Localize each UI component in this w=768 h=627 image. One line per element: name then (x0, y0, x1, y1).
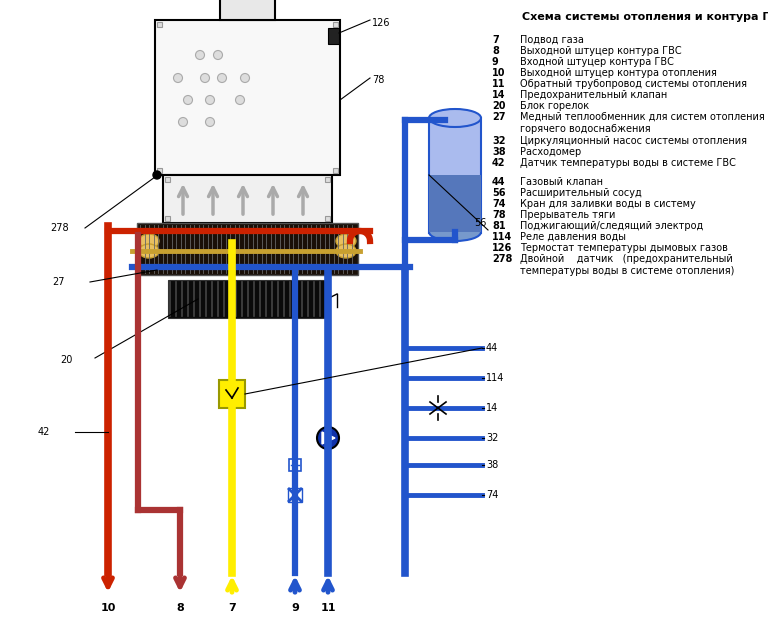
Text: 44: 44 (492, 177, 505, 187)
Ellipse shape (429, 109, 481, 127)
Text: 20: 20 (492, 101, 505, 111)
Text: Предохранительный клапан: Предохранительный клапан (520, 90, 667, 100)
Bar (333, 22, 338, 27)
Bar (157, 22, 162, 27)
Bar (157, 168, 162, 173)
Text: 7: 7 (492, 35, 498, 45)
Text: 8: 8 (492, 46, 499, 56)
Text: 38: 38 (486, 460, 498, 470)
Circle shape (236, 95, 244, 105)
Polygon shape (322, 432, 335, 444)
Circle shape (184, 95, 193, 105)
Text: 44: 44 (486, 343, 498, 353)
Text: Подвод газа: Подвод газа (520, 35, 584, 45)
Ellipse shape (336, 244, 356, 258)
Text: 20: 20 (60, 355, 72, 365)
Bar (168, 280, 327, 318)
Text: 10: 10 (101, 603, 116, 613)
Text: 278: 278 (492, 254, 512, 264)
Circle shape (317, 427, 339, 449)
Text: 11: 11 (492, 79, 505, 89)
Circle shape (153, 171, 161, 179)
Text: 126: 126 (492, 243, 512, 253)
Circle shape (214, 51, 223, 60)
Text: 56: 56 (492, 188, 505, 198)
Text: 74: 74 (492, 199, 505, 209)
Text: 9: 9 (291, 603, 299, 613)
Circle shape (174, 73, 183, 83)
Text: 32: 32 (492, 136, 505, 146)
Text: Двойной    датчик   (предохранительный
температуры воды в системе отопления): Двойной датчик (предохранительный темпер… (520, 254, 734, 276)
Bar (288, 488, 302, 502)
Text: 27: 27 (492, 112, 505, 122)
Circle shape (217, 73, 227, 83)
Text: 114: 114 (492, 232, 512, 242)
Text: Выходной штуцер контура ГВС: Выходной штуцер контура ГВС (520, 46, 682, 56)
Bar (163, 175, 332, 223)
Bar (289, 459, 301, 471)
Text: 278: 278 (50, 223, 68, 233)
Text: 114: 114 (486, 373, 505, 383)
Text: Кран для заливки воды в систему: Кран для заливки воды в систему (520, 199, 696, 209)
Text: 10: 10 (492, 68, 505, 78)
Text: Циркуляционный насос системы отопления: Циркуляционный насос системы отопления (520, 136, 747, 146)
Text: 78: 78 (372, 75, 384, 85)
Ellipse shape (336, 234, 356, 248)
Text: 56: 56 (475, 218, 487, 228)
Ellipse shape (429, 223, 481, 241)
Bar (328, 28, 339, 44)
Circle shape (196, 51, 204, 60)
Circle shape (206, 117, 214, 127)
Text: Датчик температуры воды в системе ГВС: Датчик температуры воды в системе ГВС (520, 158, 736, 168)
Bar (137, 223, 358, 275)
Text: 42: 42 (38, 427, 51, 437)
Text: Выходной штуцер контура отопления: Выходной штуцер контура отопления (520, 68, 717, 78)
Circle shape (240, 73, 250, 83)
Text: Медный теплообменник для систем отопления и
горячего водоснабжения: Медный теплообменник для систем отоплени… (520, 112, 768, 134)
Text: Реле давления воды: Реле давления воды (520, 232, 626, 242)
Text: Схема системы отопления и контура ГВС: Схема системы отопления и контура ГВС (522, 12, 768, 22)
Ellipse shape (139, 234, 159, 248)
Text: 14: 14 (492, 90, 505, 100)
Text: Прерыватель тяги: Прерыватель тяги (520, 210, 615, 220)
Text: Газовый клапан: Газовый клапан (520, 177, 603, 187)
Circle shape (206, 95, 214, 105)
Bar (220, 0, 275, 20)
Text: Блок горелок: Блок горелок (520, 101, 589, 111)
Bar (333, 168, 338, 173)
Bar (165, 216, 170, 221)
Bar (325, 177, 330, 182)
Bar (219, 380, 245, 408)
Circle shape (200, 73, 210, 83)
Text: 9: 9 (492, 57, 498, 67)
Text: 78: 78 (492, 210, 505, 220)
Text: 42: 42 (492, 158, 505, 168)
Ellipse shape (139, 244, 159, 258)
Bar (429, 175, 481, 232)
Text: Поджигающий/следящий электрод: Поджигающий/следящий электрод (520, 221, 703, 231)
Text: Термостат температуры дымовых газов: Термостат температуры дымовых газов (520, 243, 728, 253)
Text: 14: 14 (486, 403, 498, 413)
Text: 11: 11 (320, 603, 336, 613)
Text: 81: 81 (492, 221, 505, 231)
Text: Расширительный сосуд: Расширительный сосуд (520, 188, 642, 198)
Bar (165, 177, 170, 182)
Text: 74: 74 (486, 490, 498, 500)
Text: 126: 126 (372, 18, 390, 28)
Bar (155, 20, 340, 175)
Text: 32: 32 (486, 433, 498, 443)
Text: Расходомер: Расходомер (520, 147, 581, 157)
Text: 27: 27 (52, 277, 65, 287)
Text: 38: 38 (492, 147, 505, 157)
Text: 8: 8 (176, 603, 184, 613)
Bar (429, 118, 481, 233)
Text: Обратный трубопровод системы отопления: Обратный трубопровод системы отопления (520, 79, 747, 89)
Circle shape (178, 117, 187, 127)
Text: 7: 7 (228, 603, 236, 613)
Text: Входной штуцер контура ГВС: Входной штуцер контура ГВС (520, 57, 674, 67)
Bar (325, 216, 330, 221)
